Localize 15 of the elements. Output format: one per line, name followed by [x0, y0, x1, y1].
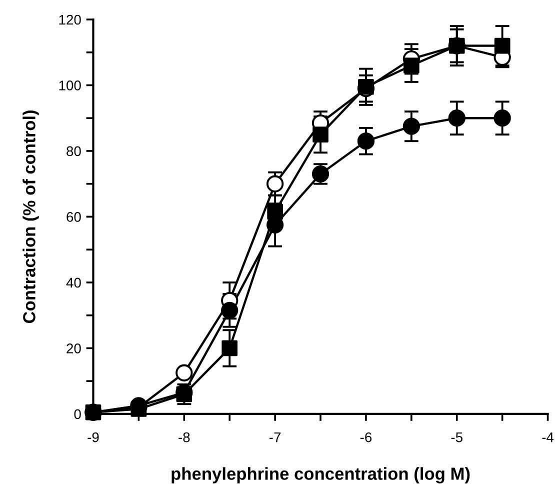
x-tick-label: -5: [451, 432, 462, 442]
y-tick-label: 120: [59, 14, 81, 25]
y-tick-label: 80: [66, 146, 81, 156]
x-axis-title: phenylephrine concentration (log M): [172, 467, 470, 484]
x-tick-label: -8: [178, 432, 190, 442]
x-tick-label: -7: [270, 432, 281, 442]
y-tick-label: 40: [66, 278, 81, 288]
x-tick-label: -9: [88, 432, 99, 442]
y-tick-label: 0: [74, 409, 81, 420]
y-axis-title: Contraction (% of control): [22, 110, 39, 324]
x-tick-label: -6: [360, 432, 372, 442]
y-tick-label: 60: [66, 212, 81, 222]
y-tick-label: 20: [66, 344, 81, 354]
y-tick-label: 100: [59, 80, 81, 90]
x-tick-label: -4: [542, 432, 554, 442]
